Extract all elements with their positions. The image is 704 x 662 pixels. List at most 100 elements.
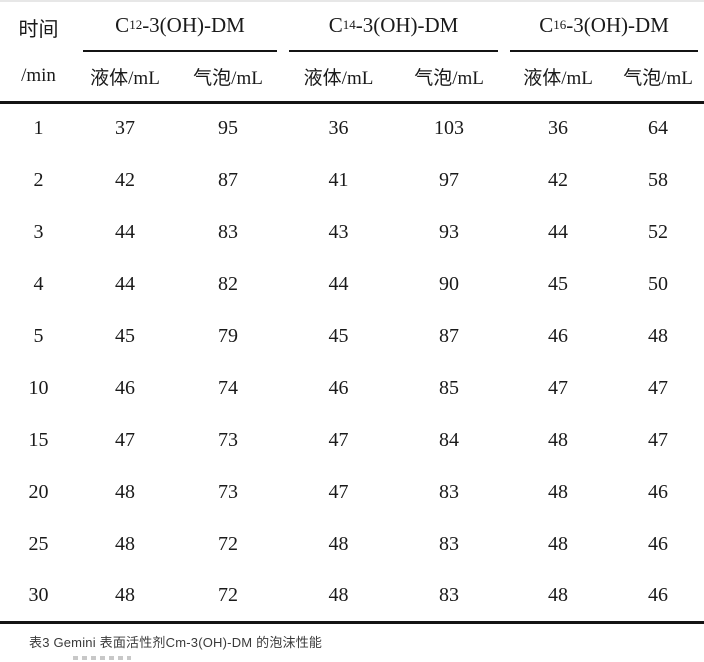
table-header: 时间 C 12 -3(OH)-DM C 14 -3(OH)-DM C 16 -3(OH)-D… [0,2,704,104]
value-cell: 90 [439,272,460,295]
time-cell: 20 [28,480,49,503]
value-cell: 45 [115,324,135,347]
value-cell: 37 [115,117,135,140]
table-caption: 表3 Gemini 表面活性剂Cm-3(OH)-DM 的泡沫性能 [29,635,323,650]
value-cell: 83 [218,220,238,243]
time-header: 时间 [18,18,59,41]
group-label-suffix: -3(OH)-DM [566,12,669,37]
value-cell: 48 [115,532,135,555]
subcol-c16-liquid: 液体/mL [504,52,613,104]
group-header-c16: C 16 -3(OH)-DM [504,2,704,52]
value-cell: 50 [648,272,669,295]
table-row: 2 42 87 41 97 42 58 [0,154,704,206]
value-cell: 46 [548,324,569,347]
group-header-c14: C 14 -3(OH)-DM [283,2,504,52]
value-cell: 47 [328,480,349,503]
table-row: 30 48 72 48 83 48 46 [0,570,704,624]
value-cell: 42 [548,168,569,191]
value-cell: 46 [648,480,669,503]
subcol-c14-liquid: 液体/mL [283,52,395,104]
value-cell: 72 [218,532,238,555]
time-cell: 25 [28,532,49,555]
value-cell: 64 [648,117,669,140]
time-unit-header: /min [0,52,77,104]
value-cell: 45 [548,272,569,295]
value-cell: 79 [218,324,238,347]
value-cell: 73 [218,480,238,503]
group-header-c16-label: C 16 -3(OH)-DM [510,2,699,52]
time-cell: 5 [33,324,44,347]
table-row: 3 44 83 43 93 44 52 [0,206,704,258]
value-cell: 82 [218,272,238,295]
value-cell: 47 [648,376,669,399]
sub-header-row: /min 液体/mL 气泡/mL 液体/mL 气泡/mL 液体/mL 气泡/mL [0,52,704,104]
group-header-c14-label: C 14 -3(OH)-DM [289,2,499,52]
value-cell: 42 [115,168,135,191]
value-cell: 44 [328,272,349,295]
value-cell: 46 [328,376,349,399]
value-cell: 48 [648,324,669,347]
time-cell: 3 [33,220,44,243]
value-cell: 95 [218,117,238,140]
value-cell: 97 [439,168,460,191]
page-top-edge-line [0,0,704,2]
group-header-c12: C 12 -3(OH)-DM [77,2,283,52]
value-cell: 87 [439,324,460,347]
subcol-c12-bubble: 气泡/mL [173,52,284,104]
group-label-suffix: -3(OH)-DM [142,12,245,37]
table-row: 25 48 72 48 83 48 46 [0,518,704,570]
value-cell: 44 [115,272,135,295]
table-body: 1 37 95 36 103 36 64 2 42 87 41 97 42 58… [0,102,704,624]
value-cell: 52 [648,220,669,243]
subcol-c16-bubble: 气泡/mL [612,52,704,104]
value-cell: 36 [328,117,349,140]
value-cell: 43 [328,220,349,243]
value-cell: 74 [218,376,238,399]
value-cell: 48 [115,480,135,503]
value-cell: 46 [115,376,135,399]
value-cell: 48 [548,480,569,503]
table-row: 20 48 73 47 83 48 46 [0,466,704,518]
value-cell: 41 [328,168,349,191]
value-cell: 48 [548,532,569,555]
group-header-c12-label: C 12 -3(OH)-DM [83,2,278,52]
value-cell: 45 [328,324,349,347]
foam-performance-table: 时间 C 12 -3(OH)-DM C 14 -3(OH)-DM C 16 -3(OH)-D… [0,2,704,624]
value-cell: 47 [548,376,569,399]
value-cell: 85 [439,376,460,399]
table-row: 4 44 82 44 90 45 50 [0,258,704,310]
time-cell: 4 [33,272,44,295]
value-cell: 46 [612,570,704,624]
value-cell: 93 [439,220,460,243]
time-cell: 1 [33,117,44,140]
value-cell: 44 [115,220,135,243]
value-cell: 48 [77,570,173,624]
time-cell: 30 [0,570,77,624]
value-cell: 44 [548,220,569,243]
subcol-c12-liquid: 液体/mL [77,52,173,104]
value-cell: 47 [328,428,349,451]
subcol-c14-bubble: 气泡/mL [394,52,505,104]
time-cell: 15 [28,428,49,451]
value-cell: 84 [439,428,460,451]
value-cell: 73 [218,428,238,451]
group-label-prefix: C [539,12,554,37]
time-cell: 2 [33,168,44,191]
value-cell: 36 [548,117,569,140]
group-label-prefix: C [115,12,130,37]
value-cell: 83 [439,480,460,503]
group-label-suffix: -3(OH)-DM [355,12,459,37]
value-cell: 48 [328,532,349,555]
table-row: 10 46 74 46 85 47 47 [0,362,704,414]
group-label-prefix: C [328,12,343,37]
value-cell: 83 [439,532,460,555]
value-cell: 47 [115,428,135,451]
value-cell: 87 [218,168,238,191]
value-cell: 48 [283,570,395,624]
value-cell: 47 [648,428,669,451]
value-cell: 103 [434,117,465,140]
value-cell: 83 [394,570,505,624]
value-cell: 48 [548,428,569,451]
value-cell: 48 [504,570,613,624]
